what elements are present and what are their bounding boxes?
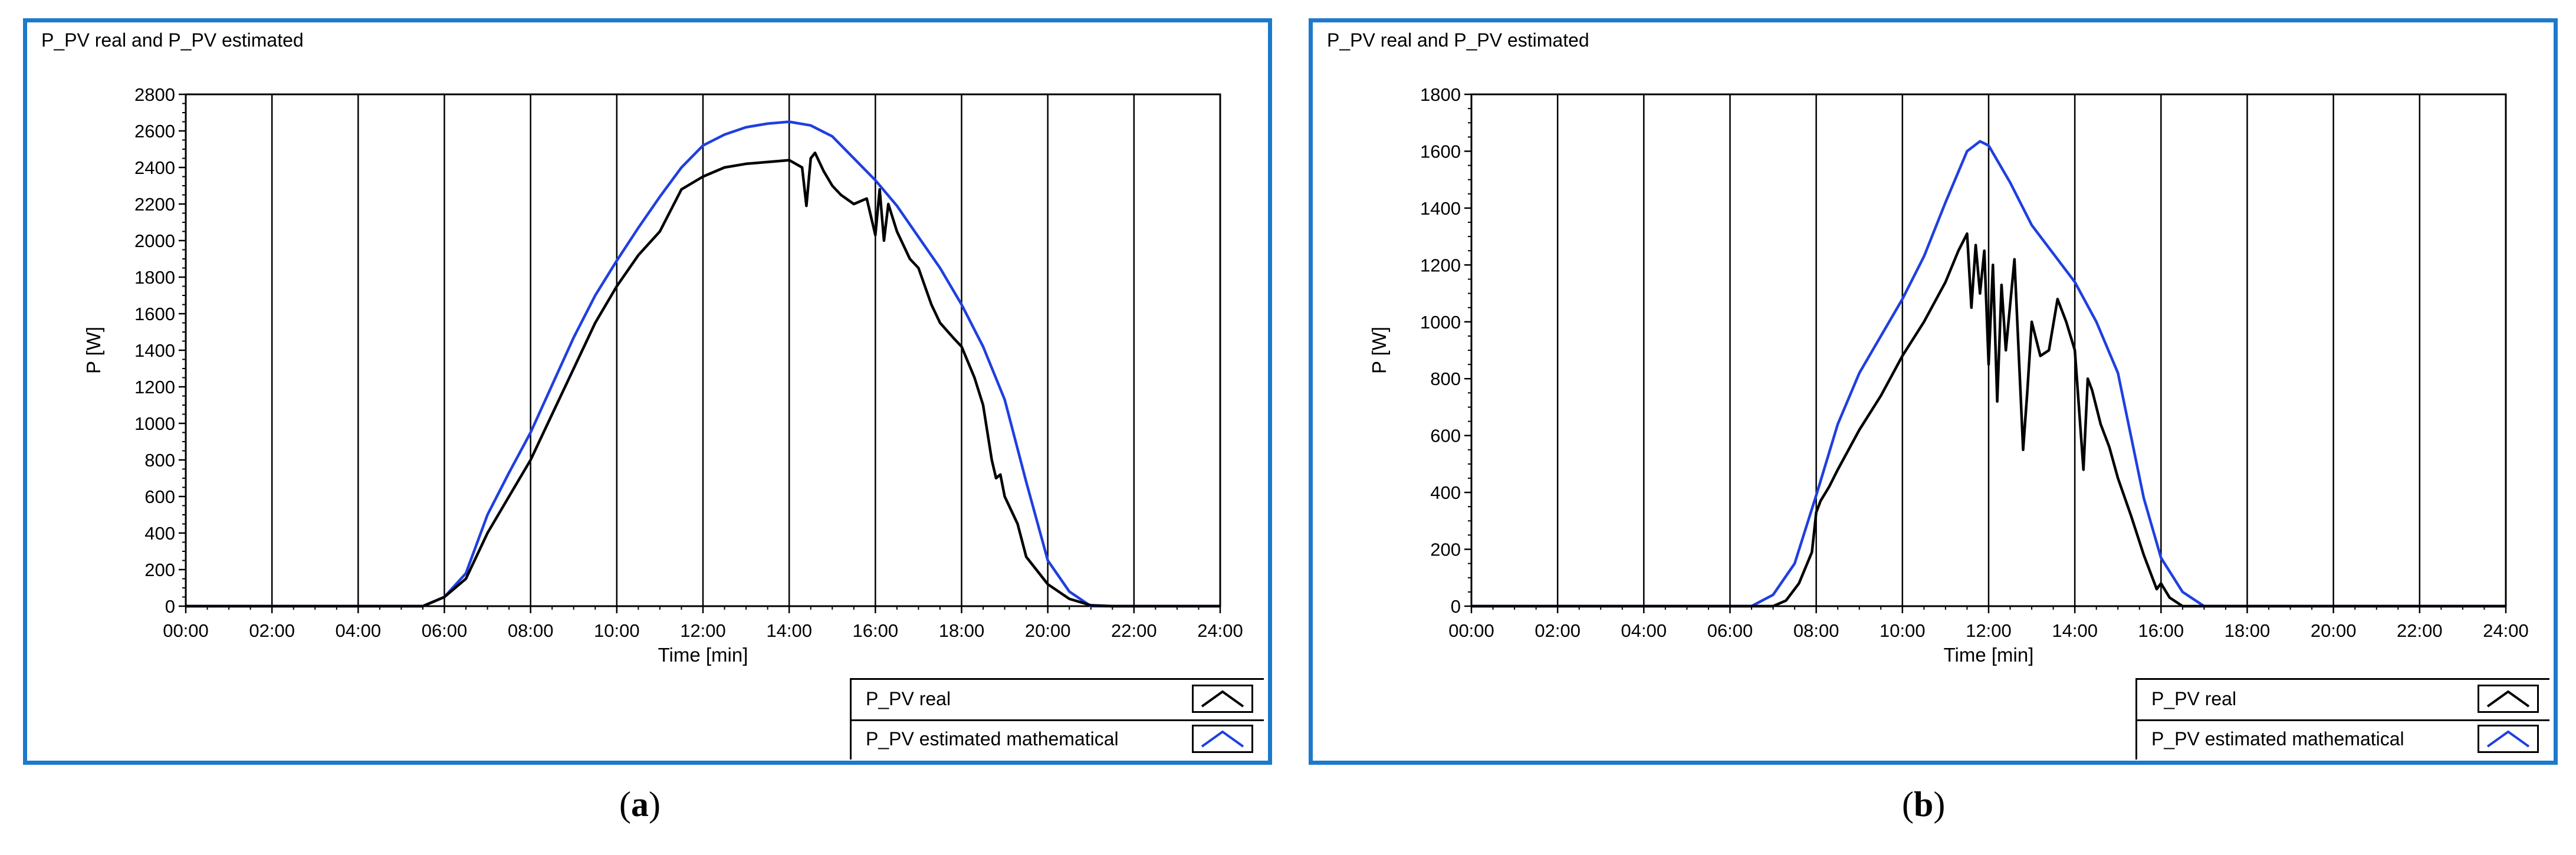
x-tick-label: 12:00 xyxy=(680,620,726,641)
series-line-estimated xyxy=(186,120,1220,608)
y-tick-label: 1000 xyxy=(1420,312,1461,333)
chart-title: P_PV real and P_PV estimated xyxy=(41,29,304,51)
x-axis-label: Time [min] xyxy=(1944,644,2034,666)
x-tick-label: 20:00 xyxy=(1025,620,1071,641)
chart-panel-b: P_PV real and P_PV estimated 0 200 400 600 8… xyxy=(1309,18,2558,765)
y-tick-label: 2600 xyxy=(134,121,175,142)
y-tick-label: 2800 xyxy=(134,84,175,105)
x-tick-label: 24:00 xyxy=(1197,620,1243,641)
legend: P_PV real P_PV estimated mathematical xyxy=(2135,678,2549,759)
legend-label-real: P_PV real xyxy=(866,688,951,709)
legend: P_PV real P_PV estimated mathematical xyxy=(850,678,1264,759)
y-tick-label: 2200 xyxy=(134,194,175,215)
x-tick-label: 02:00 xyxy=(249,620,295,641)
estimated-line-swatch-icon[interactable] xyxy=(1192,725,1253,753)
x-tick-label: 16:00 xyxy=(2138,620,2184,641)
x-tick-label: 16:00 xyxy=(853,620,899,641)
legend-item-estimated[interactable]: P_PV estimated mathematical xyxy=(852,720,1264,759)
y-tick-label: 1800 xyxy=(134,267,175,288)
x-tick-label: 18:00 xyxy=(2225,620,2271,641)
y-tick-label: 600 xyxy=(144,486,175,507)
x-tick-label: 12:00 xyxy=(1966,620,2012,641)
y-tick-label: 1200 xyxy=(134,377,175,397)
y-tick-label: 800 xyxy=(1430,369,1461,389)
x-tick-label: 10:00 xyxy=(594,620,640,641)
y-tick-label: 1000 xyxy=(134,413,175,434)
x-tick-label: 08:00 xyxy=(1793,620,1839,641)
x-tick-label: 10:00 xyxy=(1880,620,1926,641)
x-tick-label: 06:00 xyxy=(1707,620,1753,641)
series-line-real xyxy=(1471,232,2506,608)
legend-label-estimated: P_PV estimated mathematical xyxy=(866,728,1119,749)
panel-caption-b: (b) xyxy=(1902,785,1946,824)
legend-item-real[interactable]: P_PV real xyxy=(852,680,1264,721)
y-tick-label: 1600 xyxy=(134,304,175,324)
x-tick-label: 02:00 xyxy=(1535,620,1581,641)
x-tick-label: 18:00 xyxy=(939,620,985,641)
chart-title: P_PV real and P_PV estimated xyxy=(1327,29,1589,51)
y-tick-label: 2000 xyxy=(134,231,175,251)
x-axis-label: Time [min] xyxy=(658,644,748,666)
legend-label-estimated: P_PV estimated mathematical xyxy=(2151,728,2404,749)
y-tick-label: 400 xyxy=(1430,482,1461,503)
x-tick-label: 04:00 xyxy=(1621,620,1667,641)
y-tick-label: 200 xyxy=(144,560,175,580)
x-tick-label: 20:00 xyxy=(2311,620,2357,641)
panel-caption-a: (a) xyxy=(619,785,661,824)
x-tick-label: 14:00 xyxy=(2052,620,2098,641)
x-tick-label: 00:00 xyxy=(163,620,209,641)
series-line-real xyxy=(186,151,1220,608)
y-axis-label: P [W] xyxy=(1368,327,1390,374)
y-tick-label: 1800 xyxy=(1420,84,1461,105)
y-tick-label: 1600 xyxy=(1420,141,1461,162)
legend-item-real[interactable]: P_PV real xyxy=(2137,680,2549,721)
real-line-swatch-icon[interactable] xyxy=(1192,685,1253,713)
legend-item-estimated[interactable]: P_PV estimated mathematical xyxy=(2137,720,2549,759)
y-tick-label: 0 xyxy=(165,596,175,617)
y-tick-label: 1400 xyxy=(1420,198,1461,219)
y-tick-label: 600 xyxy=(1430,426,1461,446)
x-tick-label: 14:00 xyxy=(766,620,812,641)
x-tick-label: 06:00 xyxy=(422,620,468,641)
chart-b-svg: 0 200 400 600 800 1000 1200 1400 1600 1800 00:00 02… xyxy=(1368,84,2529,666)
x-tick-label: 22:00 xyxy=(2397,620,2443,641)
x-tick-label: 04:00 xyxy=(336,620,382,641)
x-tick-label: 22:00 xyxy=(1111,620,1157,641)
legend-label-real: P_PV real xyxy=(2151,688,2237,709)
y-tick-label: 2400 xyxy=(134,157,175,178)
real-line-swatch-icon[interactable] xyxy=(2478,685,2539,713)
y-tick-label: 0 xyxy=(1451,596,1461,617)
estimated-line-swatch-icon[interactable] xyxy=(2478,725,2539,753)
y-tick-label: 800 xyxy=(144,450,175,471)
x-tick-label: 08:00 xyxy=(508,620,554,641)
chart-a-svg: 0 200 400 600 800 1000 1200 1400 1600 1800 2000 220… xyxy=(83,84,1243,666)
y-tick-label: 1200 xyxy=(1420,255,1461,275)
series-line-estimated xyxy=(1471,140,2506,608)
y-tick-label: 400 xyxy=(144,523,175,544)
y-tick-label: 1400 xyxy=(134,340,175,361)
x-tick-label: 24:00 xyxy=(2483,620,2529,641)
chart-panel-a: P_PV real and P_PV estimated 0 200 400 600 8… xyxy=(23,18,1272,765)
y-tick-label: 200 xyxy=(1430,540,1461,560)
x-tick-label: 00:00 xyxy=(1448,620,1494,641)
y-axis-label: P [W] xyxy=(83,327,104,374)
